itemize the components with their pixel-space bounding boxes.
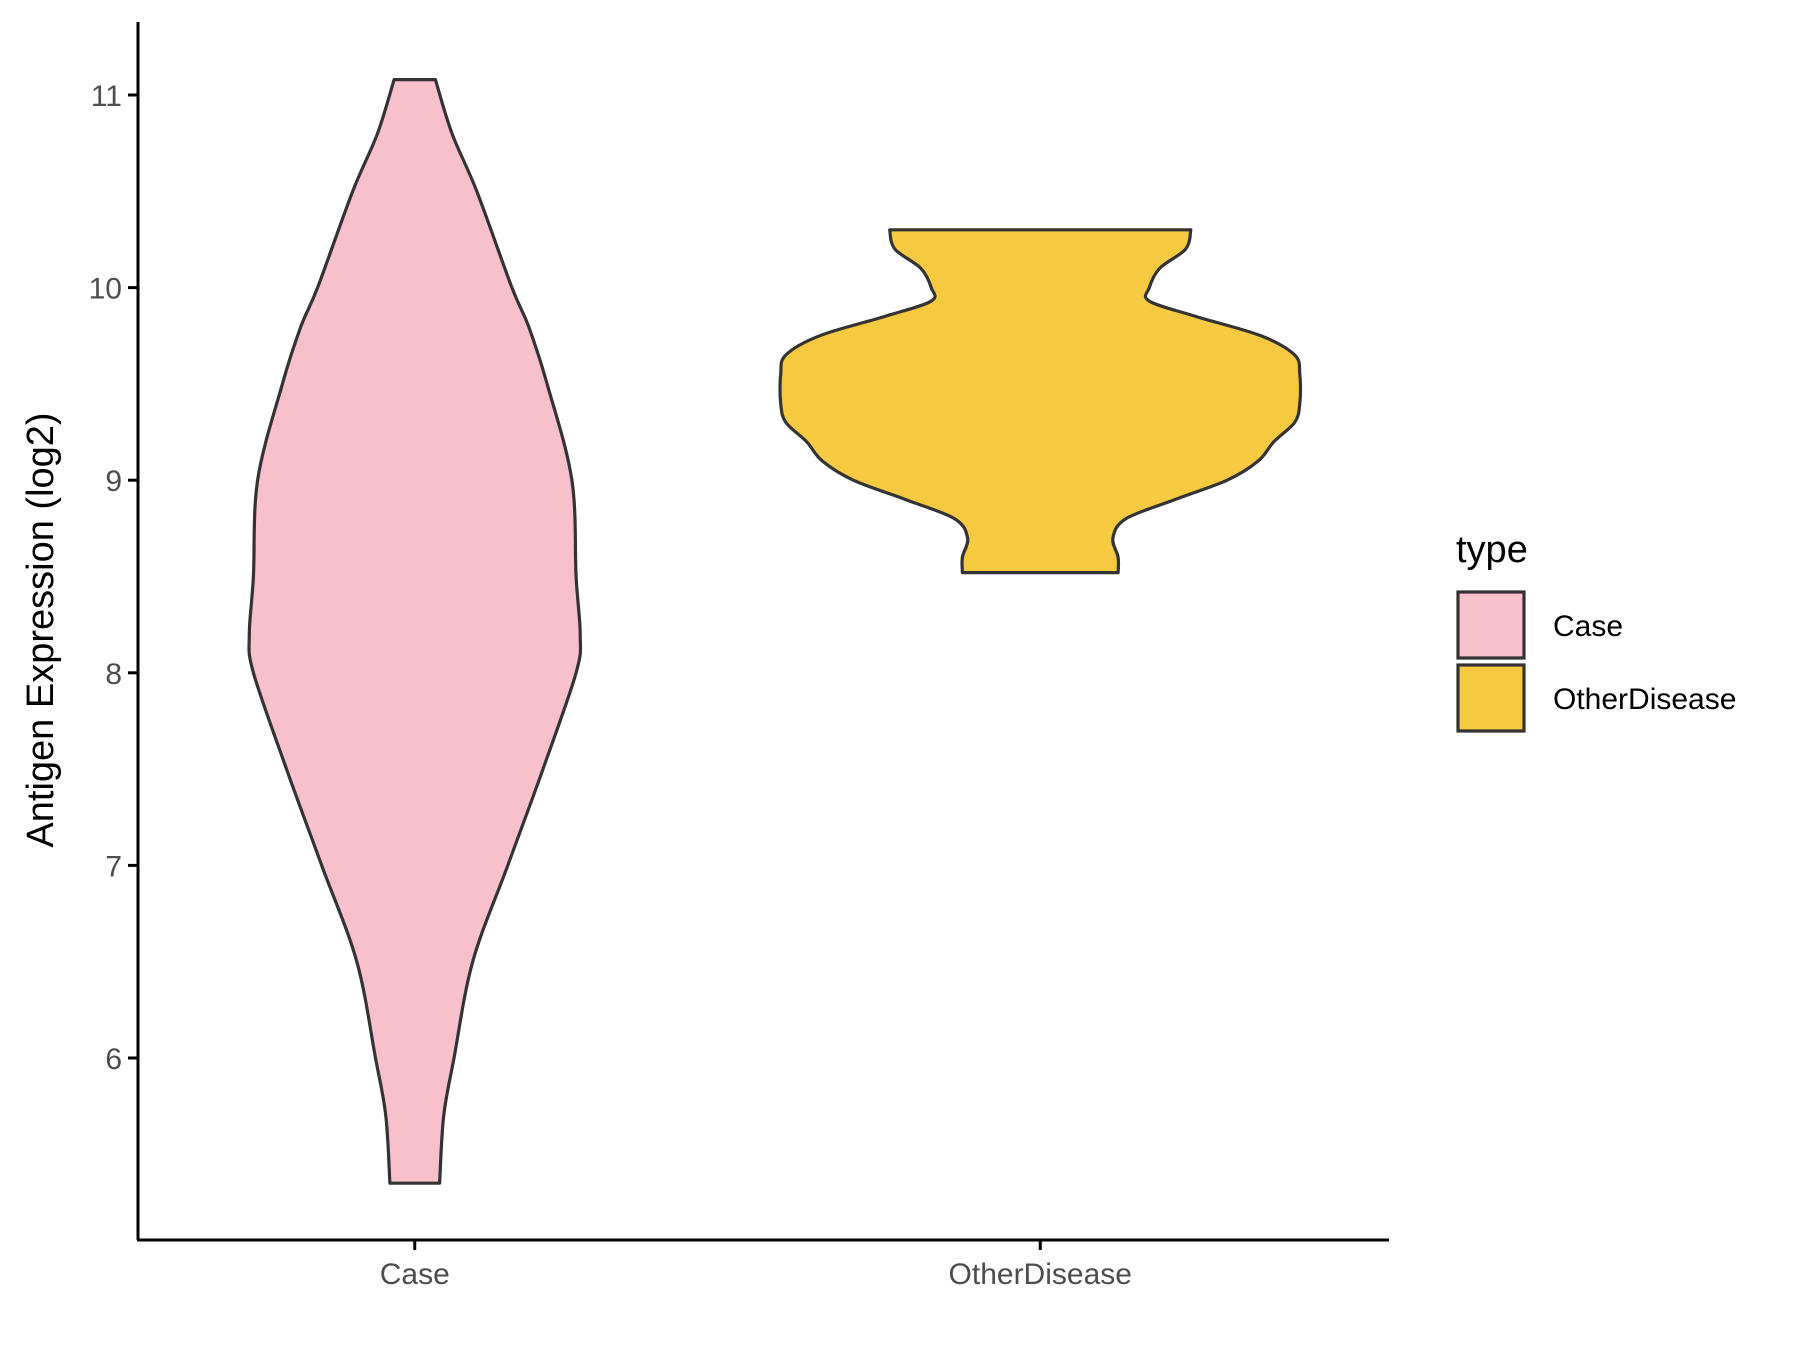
y-tick-label: 7	[105, 850, 122, 883]
y-tick-label: 9	[105, 465, 122, 498]
x-tick-label: OtherDisease	[949, 1258, 1132, 1291]
y-ticks: 6 7 8 9 10 11	[89, 80, 138, 1076]
axes: 6 7 8 9 10 11 Case OtherDisease	[89, 22, 1389, 1291]
violin-layer	[247, 78, 1303, 1185]
legend-key-case	[1456, 590, 1526, 660]
y-tick-label: 8	[105, 658, 122, 691]
y-tick-label: 10	[89, 273, 122, 306]
legend-title: type	[1456, 529, 1528, 571]
violin-otherdisease	[778, 228, 1303, 575]
legend-label: Case	[1553, 610, 1623, 643]
y-axis-title: Antigen Expression (log2)	[20, 412, 62, 847]
y-tick-label: 6	[105, 1043, 122, 1076]
legend-items: Case OtherDisease	[1456, 590, 1736, 733]
legend: type Case OtherDisease	[1456, 529, 1736, 733]
violin-case	[247, 78, 583, 1185]
x-tick-label: Case	[380, 1258, 450, 1291]
legend-key-otherdisease	[1456, 663, 1526, 733]
legend-label: OtherDisease	[1553, 683, 1736, 716]
y-tick-label: 11	[91, 80, 122, 113]
x-ticks: Case OtherDisease	[380, 1240, 1132, 1291]
